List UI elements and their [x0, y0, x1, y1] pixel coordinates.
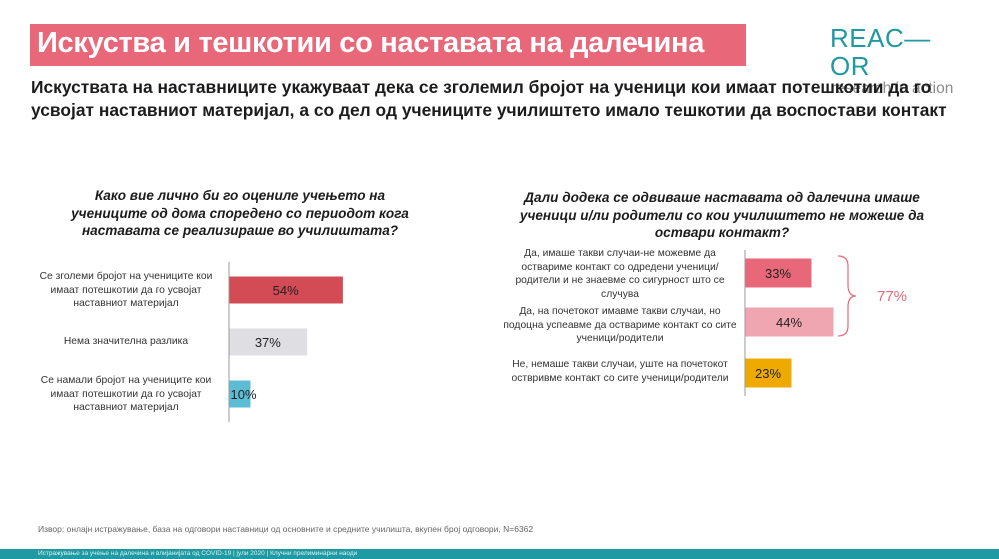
chart1-title: Како вие лично би го оцениле учењето на …: [71, 188, 409, 238]
chart1-category-label: Се намали бројот на учениците кои имаат …: [40, 375, 212, 413]
chart1-bar: [229, 276, 343, 304]
bracket: [837, 255, 857, 337]
chart2-category-label: Да, имаше такви случаи-не можевме да ост…: [515, 248, 725, 300]
combined-annotation: 77%: [877, 288, 907, 305]
footer-text: Истражување за учење на далечина и влија…: [38, 550, 358, 557]
slide-title: Искуства и тешкотии со наставата на дале…: [37, 27, 705, 59]
chart2-bar: [745, 307, 834, 337]
chart2-category-label: Да, на почетокот имавме такви случаи, но…: [503, 306, 737, 344]
chart1-bar: [229, 380, 251, 408]
source-note: Извор: онлајн истражување, база на одгов…: [38, 524, 534, 534]
chart2-title: Дали додека се одвиваше наставата од дал…: [519, 190, 925, 240]
chart2-bar: [745, 358, 792, 388]
chart2-value-label: 33%: [765, 266, 791, 281]
chart2-bar: [745, 258, 812, 288]
chart1-bar: [229, 328, 308, 356]
chart1-value-label: 54%: [273, 283, 299, 298]
chart2-category-label: Не, немаше такви случаи, уште на почеток…: [511, 359, 729, 384]
chart1-category-label: Нема значителна разлика: [63, 336, 189, 347]
title-band: [30, 24, 746, 66]
chart1-value-label: 10%: [230, 387, 256, 402]
reactor-logo: REAC—OR research in action: [830, 24, 965, 98]
chart1-value-label: 37%: [255, 335, 281, 350]
footer-bar: [0, 549, 999, 559]
headline: Искуствата на наставниците укажуваат дек…: [31, 77, 947, 120]
chart1-category-label: Се зголеми бројот на учениците кои имаат…: [39, 271, 213, 309]
chart2-value-label: 44%: [776, 315, 802, 330]
logo-tagline: research in action: [831, 80, 954, 97]
logo-word: REAC—OR: [830, 23, 931, 81]
chart2-value-label: 23%: [755, 366, 781, 381]
